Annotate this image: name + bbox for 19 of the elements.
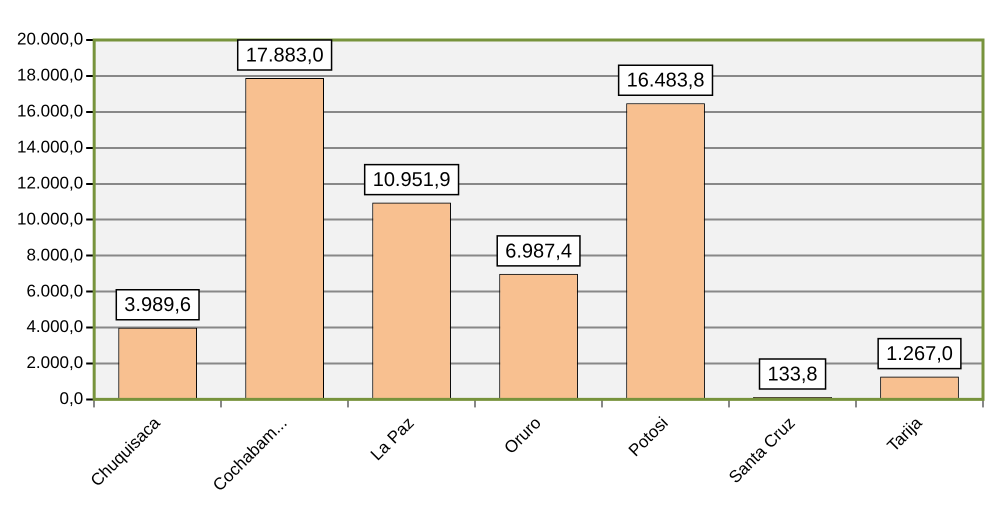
y-tick-label: 0,0 [60,389,84,408]
data-label: 1.267,0 [886,343,953,366]
y-tick-label: 12.000,0 [16,173,84,192]
data-label: 6.987,4 [505,240,572,262]
y-tick-label: 2.000,0 [26,353,84,372]
y-tick-label: 18.000,0 [16,66,84,85]
data-label: 17.883,0 [246,44,324,67]
y-tick-label: 16.000,0 [16,102,84,121]
data-label: 133,8 [768,364,818,386]
y-tick-label: 20.000,0 [16,30,84,49]
data-label: 3.989,6 [124,294,192,316]
y-tick-label: 8.000,0 [26,245,84,264]
y-tick-label: 6.000,0 [26,281,84,300]
y-tick-label: 10.000,0 [16,209,84,228]
y-tick-label: 4.000,0 [26,317,84,336]
y-tick-label: 14.000,0 [16,138,84,157]
x-tick-label: La Paz [366,413,418,464]
data-label: 16.483,8 [626,70,704,92]
data-label: 10.951,9 [372,169,451,192]
